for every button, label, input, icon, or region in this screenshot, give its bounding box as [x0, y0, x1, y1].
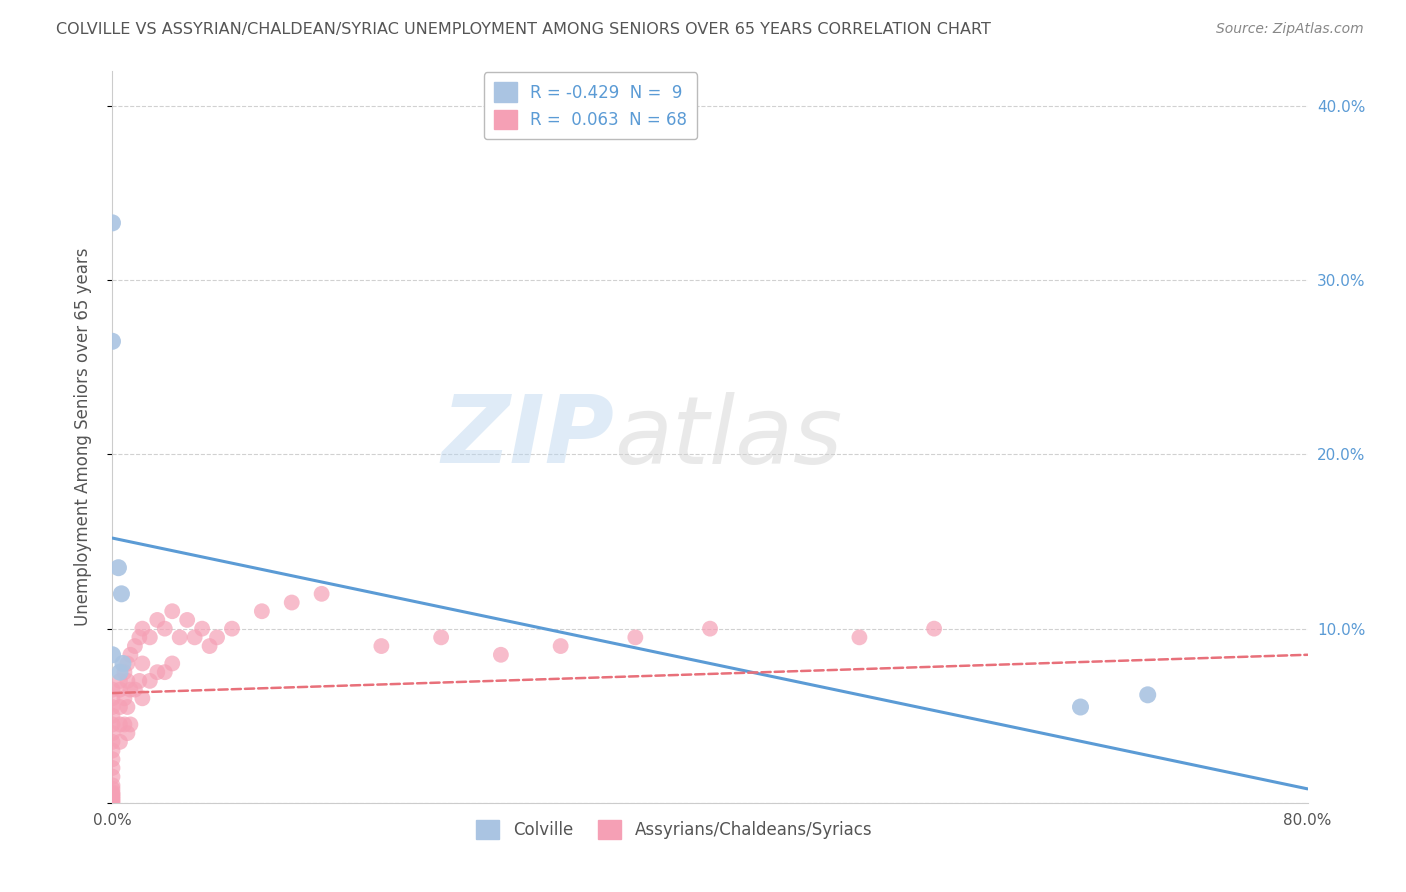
- Point: [117, 700, 139, 714]
- Point: [101, 761, 124, 775]
- Point: [124, 639, 146, 653]
- Point: [176, 613, 198, 627]
- Point: [120, 717, 142, 731]
- Point: [101, 691, 124, 706]
- Point: [131, 657, 153, 671]
- Point: [489, 648, 512, 662]
- Point: [1070, 700, 1092, 714]
- Point: [153, 665, 176, 680]
- Point: [430, 631, 453, 645]
- Point: [101, 726, 124, 740]
- Point: [101, 789, 124, 803]
- Legend: Colville, Assyrians/Chaldeans/Syriacs: Colville, Assyrians/Chaldeans/Syriacs: [470, 814, 879, 846]
- Point: [131, 622, 153, 636]
- Point: [108, 665, 131, 680]
- Point: [101, 781, 124, 796]
- Point: [114, 665, 135, 680]
- Point: [101, 700, 124, 714]
- Point: [699, 622, 721, 636]
- Point: [120, 682, 142, 697]
- Point: [110, 587, 132, 601]
- Point: [111, 657, 134, 671]
- Point: [281, 595, 304, 609]
- Point: [108, 673, 131, 688]
- Text: ZIP: ZIP: [441, 391, 614, 483]
- Point: [153, 622, 176, 636]
- Point: [183, 631, 205, 645]
- Point: [101, 717, 124, 731]
- Point: [120, 648, 142, 662]
- Point: [101, 790, 124, 805]
- Text: atlas: atlas: [614, 392, 842, 483]
- Point: [311, 587, 333, 601]
- Point: [108, 700, 131, 714]
- Point: [250, 604, 273, 618]
- Point: [848, 631, 870, 645]
- Point: [101, 648, 124, 662]
- Point: [101, 770, 124, 784]
- Point: [139, 631, 162, 645]
- Point: [131, 691, 153, 706]
- Point: [124, 682, 146, 697]
- Point: [101, 682, 124, 697]
- Point: [101, 735, 124, 749]
- Point: [221, 622, 243, 636]
- Point: [139, 673, 162, 688]
- Point: [624, 631, 647, 645]
- Point: [101, 778, 124, 792]
- Point: [101, 796, 124, 810]
- Text: COLVILLE VS ASSYRIAN/CHALDEAN/SYRIAC UNEMPLOYMENT AMONG SENIORS OVER 65 YEARS CO: COLVILLE VS ASSYRIAN/CHALDEAN/SYRIAC UNE…: [56, 22, 991, 37]
- Point: [101, 334, 124, 349]
- Point: [550, 639, 572, 653]
- Point: [162, 657, 183, 671]
- Point: [101, 708, 124, 723]
- Point: [169, 631, 191, 645]
- Point: [117, 657, 139, 671]
- Point: [128, 673, 150, 688]
- Point: [117, 726, 139, 740]
- Point: [101, 743, 124, 757]
- Point: [101, 787, 124, 801]
- Point: [101, 785, 124, 799]
- Point: [101, 216, 124, 230]
- Point: [370, 639, 392, 653]
- Point: [191, 622, 214, 636]
- Point: [101, 792, 124, 806]
- Point: [205, 631, 228, 645]
- Point: [198, 639, 221, 653]
- Point: [117, 673, 139, 688]
- Point: [108, 682, 131, 697]
- Point: [146, 665, 169, 680]
- Point: [162, 604, 183, 618]
- Point: [114, 691, 135, 706]
- Point: [1136, 688, 1159, 702]
- Point: [114, 717, 135, 731]
- Point: [128, 631, 150, 645]
- Point: [108, 717, 131, 731]
- Text: Source: ZipAtlas.com: Source: ZipAtlas.com: [1216, 22, 1364, 37]
- Y-axis label: Unemployment Among Seniors over 65 years: Unemployment Among Seniors over 65 years: [73, 248, 91, 626]
- Point: [101, 752, 124, 766]
- Point: [101, 794, 124, 808]
- Point: [107, 560, 129, 574]
- Point: [922, 622, 945, 636]
- Point: [108, 735, 131, 749]
- Point: [146, 613, 169, 627]
